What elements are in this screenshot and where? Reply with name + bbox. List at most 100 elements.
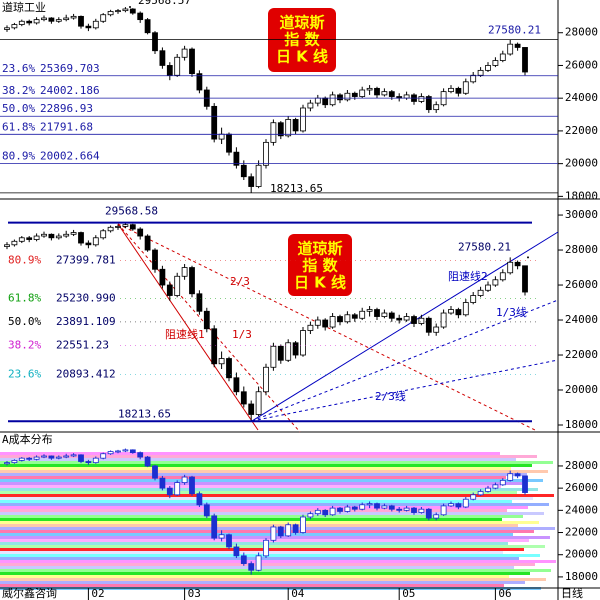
y-tick-label: 26000: [565, 58, 598, 71]
candle-body: [255, 391, 262, 415]
cost-band: [0, 491, 517, 494]
candle-body: [403, 94, 410, 99]
candle-body: [189, 476, 195, 495]
candle-body: [63, 17, 70, 21]
source: 威尔鑫咨询: [2, 586, 57, 600]
candle-body: [226, 133, 232, 153]
cost-band: [0, 509, 507, 512]
candle-body: [411, 316, 417, 324]
fib-pct: 61.8%: [2, 120, 35, 133]
candle-body: [107, 226, 114, 232]
fib-pct: 23.6%: [2, 62, 35, 75]
candle-body: [492, 279, 499, 286]
cost-band: [0, 530, 534, 533]
candle-body: [359, 504, 366, 510]
y-tick-label: 22000: [565, 124, 598, 137]
candle-body: [470, 74, 477, 83]
candle-body: [337, 316, 343, 323]
candle-body: [418, 508, 425, 513]
candle-body: [70, 232, 77, 235]
candle-body: [11, 24, 18, 29]
candle-body: [78, 454, 84, 462]
chart-title: 道琼工业: [2, 0, 46, 14]
cost-band: [0, 569, 551, 572]
cost-band: [0, 506, 528, 509]
cost-band: [0, 497, 533, 500]
candle-body: [307, 513, 314, 518]
candle-body: [270, 526, 277, 541]
cost-band: [0, 515, 523, 518]
badge-text: 道琼斯: [297, 240, 342, 258]
candle-body: [18, 20, 25, 25]
candle-body: [196, 293, 203, 312]
candle-body: [425, 508, 432, 519]
marker-point: [527, 256, 529, 259]
candle-body: [455, 503, 462, 508]
cost-band: [0, 482, 522, 485]
fib-value: 25230.990: [56, 291, 116, 304]
candle-body: [240, 164, 247, 178]
candle-body: [462, 81, 469, 94]
candle-body: [322, 509, 329, 516]
candle-body: [470, 494, 477, 500]
candle-body: [455, 309, 462, 316]
y-tick-label: 20000: [565, 548, 598, 561]
cost-band: [0, 488, 538, 491]
candle-body: [137, 452, 144, 458]
candle-body: [485, 65, 491, 71]
cost-band: [0, 575, 509, 578]
candle-body: [55, 19, 62, 22]
marker-label: 27580.21: [458, 240, 511, 253]
candle-body: [41, 233, 47, 237]
marker-label: 27580.21: [488, 24, 541, 37]
candle-body: [159, 268, 166, 286]
y-tick-label: 28000: [565, 26, 598, 39]
candle-body: [122, 449, 129, 452]
candle-body: [433, 326, 440, 333]
candle-body: [285, 342, 292, 361]
candle-body: [144, 456, 151, 467]
candle-body: [41, 17, 47, 21]
candle-body: [374, 309, 380, 317]
candle-body: [137, 228, 144, 237]
candle-body: [277, 122, 284, 137]
candle-body: [159, 477, 166, 489]
candle-body: [255, 164, 262, 187]
candle-body: [425, 317, 432, 333]
candle-body: [174, 275, 181, 296]
candle-body: [122, 224, 129, 227]
candle-body: [425, 96, 432, 111]
candle-body: [344, 506, 351, 512]
annotation: 2/3: [230, 275, 250, 288]
candle-body: [48, 455, 55, 459]
candle-body: [166, 65, 173, 76]
candle-body: [48, 233, 55, 239]
candle-body: [411, 507, 417, 513]
cost-band: [0, 542, 508, 545]
candle-body: [248, 563, 255, 571]
cost-band: [0, 551, 503, 554]
panel-title: A成本分布: [2, 432, 53, 446]
candle-body: [499, 53, 506, 61]
candle-body: [351, 506, 358, 510]
candle-body: [233, 151, 240, 166]
candle-body: [433, 514, 440, 519]
candle-body: [448, 309, 454, 314]
candle-body: [292, 119, 299, 132]
candle-body: [18, 237, 25, 242]
candle-body: [152, 465, 158, 479]
candle-body: [129, 224, 136, 230]
candle-body: [211, 105, 218, 140]
fib-value: 20893.412: [56, 367, 116, 380]
fib-pct: 38.2%: [8, 338, 41, 351]
candle-body: [41, 455, 47, 458]
fib-pct: 50.0%: [2, 102, 35, 115]
cost-distribution: [0, 452, 556, 590]
candle-body: [107, 11, 114, 16]
candle-body: [70, 454, 77, 457]
candle-body: [477, 289, 484, 296]
cost-band: [0, 533, 513, 536]
candle-body: [107, 451, 114, 455]
candle-body: [85, 242, 92, 246]
y-tick-label: 24000: [565, 91, 598, 104]
